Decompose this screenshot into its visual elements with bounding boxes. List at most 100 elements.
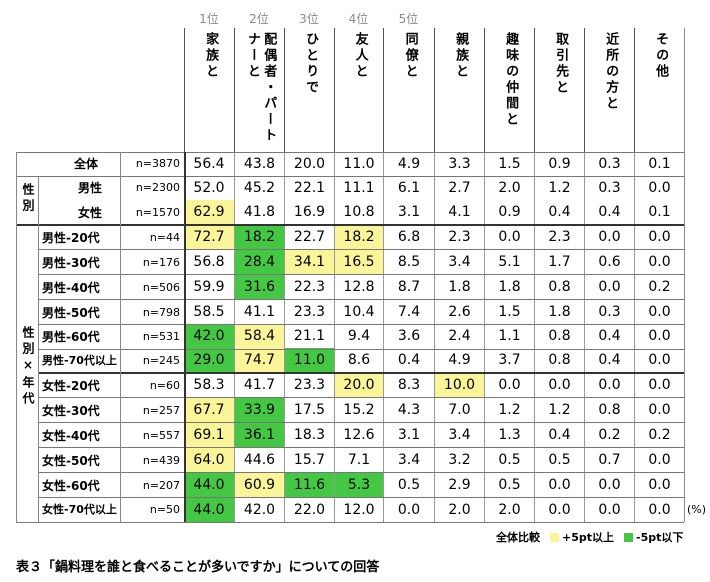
rank-label: 4位	[348, 12, 369, 26]
value-cell: 0.4	[534, 423, 584, 448]
value-cell: 23.3	[284, 300, 334, 325]
value-cell: 0.2	[634, 423, 684, 448]
value-cell: 44.0	[184, 473, 234, 498]
value-cell: 8.6	[334, 348, 383, 373]
row-divider	[38, 249, 684, 250]
row-divider	[38, 274, 684, 275]
row-sample-size: n=506	[142, 280, 180, 294]
value-cell: 44.6	[234, 448, 284, 473]
row-divider	[38, 447, 684, 448]
column-header-label: 配偶者・パートナーと	[245, 32, 277, 144]
value-cell: 44.0	[184, 498, 234, 522]
value-cell: 0.1	[634, 152, 684, 176]
row-divider	[38, 324, 684, 325]
value-cell: 56.4	[193, 156, 225, 172]
column-header-label: 取引先と	[553, 32, 569, 96]
legend-label-plus: +5pt以上	[562, 531, 615, 544]
value-cell: 3.6	[383, 325, 434, 348]
value-cell: 0.9	[534, 152, 584, 176]
value-cell: 0.0	[584, 225, 634, 250]
column-header: 趣味の仲間と	[484, 28, 535, 152]
value-cell: 0.3	[584, 300, 634, 325]
value-cell: 2.0	[484, 498, 534, 522]
row-label: 男性-20代	[42, 230, 100, 245]
value-cell: 0.0	[634, 448, 684, 473]
row-label: 男性-40代	[42, 280, 100, 295]
value-cell: 0.9	[484, 200, 534, 225]
value-cell: 22.1	[284, 176, 334, 200]
value-cell: 0.0	[584, 275, 634, 300]
value-cell: 0.0	[634, 325, 684, 348]
row-label: 男性-60代	[42, 329, 100, 344]
value-cell: 11.0	[284, 348, 334, 373]
value-cell: 41.8	[234, 200, 284, 225]
value-cell: 67.7	[184, 398, 234, 423]
value-cell: 0.0	[584, 373, 634, 398]
value-cell: 3.7	[484, 348, 534, 373]
value-cell: 11.6	[284, 473, 334, 498]
value-cell: 58.3	[193, 377, 225, 393]
value-cell: 0.5	[484, 473, 534, 498]
value-cell: 1.3	[484, 423, 534, 448]
column-header-label: 親族と	[453, 32, 469, 80]
legend-label-minus: -5pt以下	[636, 531, 684, 544]
row-sample-size: n=557	[142, 428, 180, 442]
value-cell: 4.9	[434, 348, 484, 373]
row-sample-size: n=44	[149, 230, 180, 244]
row-sample-size: n=257	[142, 403, 180, 417]
value-cell: 1.5	[484, 152, 534, 176]
value-cell: 21.1	[284, 325, 334, 348]
value-cell: 12.8	[334, 275, 383, 300]
value-cell: 52.0	[193, 180, 225, 196]
value-cell: 22.7	[284, 225, 334, 250]
rule-sex	[16, 224, 684, 226]
column-header-label: 家族と	[203, 32, 219, 80]
column-header-label: 近所の方と	[603, 32, 619, 112]
value-cell: 60.9	[234, 473, 284, 498]
value-cell: 15.2	[334, 398, 383, 423]
column-header-label: ひとりで	[303, 32, 319, 96]
value-cell: 1.1	[484, 325, 534, 348]
legend-swatch-minus	[624, 532, 634, 542]
value-cell: 8.7	[383, 275, 434, 300]
legend: 全体比較 +5pt以上 -5pt以下	[496, 529, 683, 545]
value-cell: 0.4	[584, 200, 634, 225]
row-divider	[38, 472, 684, 473]
row-sample-size: n=798	[142, 305, 180, 319]
value-cell: 12.0	[334, 498, 383, 522]
value-cell: 0.4	[534, 200, 584, 225]
value-cell: 0.0	[534, 373, 584, 398]
row-label: 男性-50代	[42, 305, 100, 320]
value-cell: 41.7	[234, 373, 284, 398]
value-cell: 45.2	[234, 176, 284, 200]
value-cell: 42.0	[234, 498, 284, 522]
column-header: 配偶者・パートナーと	[234, 28, 285, 152]
value-cell: 0.5	[484, 448, 534, 473]
legend-swatch-plus	[550, 532, 559, 542]
rule-gender-split	[38, 372, 684, 374]
value-cell: 3.4	[383, 448, 434, 473]
value-cell: 10.4	[334, 300, 383, 325]
value-cell: 0.0	[584, 473, 634, 498]
rank-label: 2位	[249, 12, 269, 26]
value-cell: 0.1	[634, 200, 684, 225]
row-sample-size: n=207	[142, 478, 180, 492]
row-label: 全体	[73, 157, 98, 171]
column-header-label: その他	[653, 32, 669, 80]
value-cell: 0.2	[634, 275, 684, 300]
rule-header	[16, 152, 684, 153]
row-label: 男性	[77, 181, 102, 195]
value-cell: 18.2	[234, 225, 284, 250]
value-cell: 0.4	[584, 325, 634, 348]
row-divider	[38, 397, 684, 398]
value-cell: 1.2	[484, 398, 534, 423]
value-cell: 0.0	[634, 348, 684, 373]
value-cell: 0.0	[584, 498, 634, 522]
value-cell: 56.8	[193, 254, 225, 270]
row-sample-size: n=245	[142, 353, 180, 367]
row-divider	[38, 497, 684, 498]
row-label: 女性	[77, 205, 102, 220]
value-cell: 6.1	[383, 176, 434, 200]
rule-total	[16, 176, 684, 177]
row-label: 女性-50代	[42, 453, 100, 468]
